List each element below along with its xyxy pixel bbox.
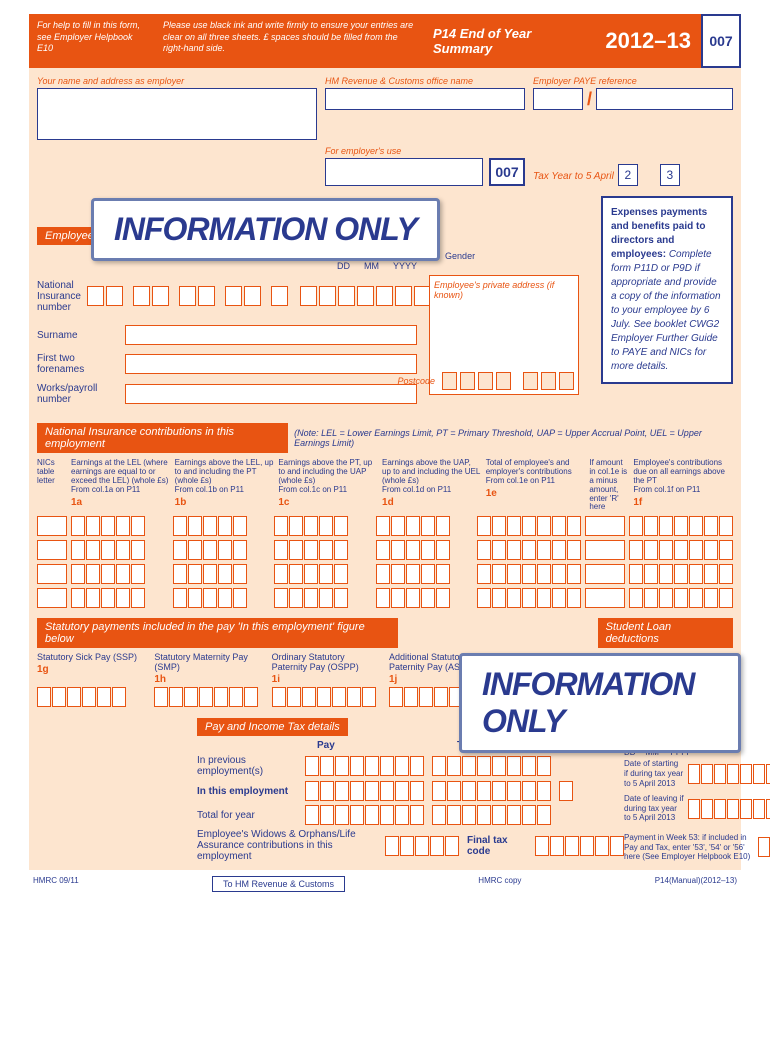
ni-row-1 [37, 516, 733, 536]
ni-section: National Insurance contributions in this… [37, 423, 733, 608]
ni-row-4 [37, 588, 733, 608]
to-hmrc-label: To HM Revenue & Customs [212, 876, 345, 892]
header: For help to fill in this form, see Emplo… [29, 14, 741, 68]
forenames-input[interactable] [125, 354, 417, 374]
watermark-1: INFORMATION ONLY [91, 198, 440, 261]
footer: HMRC 09/11 To HM Revenue & Customs HMRC … [29, 876, 741, 892]
address-input[interactable]: Employee's private address (if known) Po… [429, 275, 579, 395]
tax-year: 2012–13 [595, 14, 701, 68]
instructions: Please use black ink and write firmly to… [155, 14, 423, 68]
tax-year-label: Tax Year to 5 April [533, 171, 614, 182]
hmrc-office-label: HM Revenue & Customs office name [325, 76, 525, 86]
ty-digit-1: 2 [618, 164, 638, 186]
watermark-2: INFORMATION ONLY [459, 653, 741, 753]
hmrc-office-input[interactable] [325, 88, 525, 110]
employer-name-label: Your name and address as employer [37, 76, 317, 86]
paye-ref-1[interactable] [533, 88, 583, 110]
form-code: 007 [701, 14, 741, 68]
paye-ref-label: Employer PAYE reference [533, 76, 733, 86]
ty-digit-2: 3 [660, 164, 680, 186]
employer-use-label: For employer's use [325, 146, 525, 156]
code-007: 007 [489, 158, 525, 186]
paye-slash: / [587, 89, 592, 110]
expenses-note: Expenses payments and benefits paid to d… [601, 196, 733, 384]
paye-ref-2[interactable] [596, 88, 733, 110]
ni-row-2 [37, 540, 733, 560]
ni-char[interactable] [87, 286, 104, 306]
help-text: For help to fill in this form, see Emplo… [29, 14, 155, 68]
surname-input[interactable] [125, 325, 417, 345]
refund-r[interactable] [559, 781, 573, 801]
form-page: For help to fill in this form, see Emplo… [29, 14, 741, 892]
ni-row-3 [37, 564, 733, 584]
employer-use-input[interactable] [325, 158, 483, 186]
form-title: P14 End of Year Summary [423, 14, 595, 68]
payroll-input[interactable] [125, 384, 417, 404]
employer-name-input[interactable] [37, 88, 317, 140]
form-body: Your name and address as employer HM Rev… [29, 68, 741, 870]
